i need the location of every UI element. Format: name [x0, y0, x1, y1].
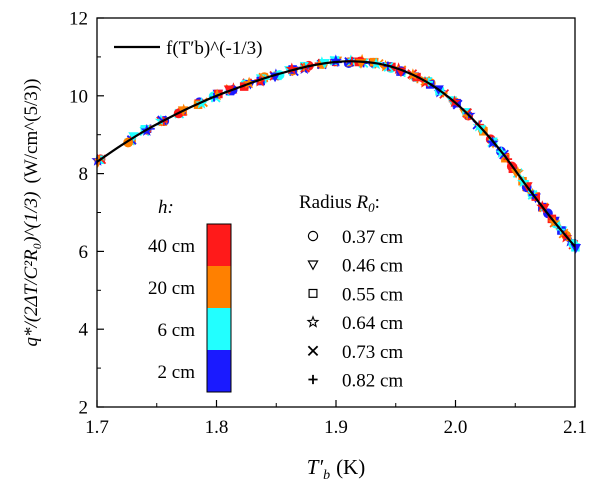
radius-legend-title: Radius R0:: [299, 192, 380, 215]
x-axis-variable: T′: [307, 455, 324, 479]
x-tick-label: 1.7: [85, 417, 109, 438]
x-tick-label: 1.9: [324, 417, 348, 438]
radius-legend-label: 0.73 cm: [342, 342, 403, 363]
fit-legend-label: f(T′b)^(-1/3): [166, 38, 262, 59]
height-legend-label: 20 cm: [148, 278, 195, 299]
height-legend-label: 40 cm: [148, 236, 195, 257]
y-tick-label: 10: [69, 86, 88, 107]
radius-legend-marker: [306, 315, 320, 328]
radius-legend-label: 0.64 cm: [342, 313, 403, 334]
x-tick-label: 2.0: [444, 417, 468, 438]
height-color-legend: h: 40 cm 20 cm 6 cm 2 cm: [148, 197, 232, 393]
height-color-swatch: [207, 350, 231, 392]
x-axis-unit: (K): [336, 455, 365, 479]
radius-legend-marker: [308, 374, 318, 385]
radius-legend-label: 0.82 cm: [342, 371, 403, 392]
height-color-swatch: [207, 224, 231, 266]
y-tick-label: 6: [79, 242, 89, 263]
x-axis-label: T′b (K): [307, 455, 365, 483]
height-colorbar-frame: [206, 223, 232, 393]
fit-curve-line: [96, 60, 576, 248]
y-axis-label: q*/(2ΔT/C²R₀)^(1/3) (W/cm^(5/3)): [21, 79, 42, 347]
radius-legend-label: 0.37 cm: [342, 227, 403, 248]
radius-legend-marker: [307, 345, 319, 357]
x-tick-label: 1.8: [205, 417, 229, 438]
data-points: [91, 53, 582, 254]
height-color-swatch: [207, 266, 231, 308]
height-legend-title: h:: [158, 197, 174, 218]
y-tick-label: 12: [69, 9, 88, 30]
height-legend-label: 6 cm: [158, 320, 196, 341]
radius-legend-marker: [307, 260, 319, 271]
axis-ticks: 1.7 1.8 1.9 2.0 2.1 2 4 6 8 10 12: [69, 9, 587, 439]
height-legend-label: 2 cm: [158, 362, 196, 383]
height-color-swatch: [207, 308, 231, 350]
svg-text:T′b(K): T′b (K): [307, 455, 365, 483]
y-axis-unit: (W/cm^(5/3)): [21, 79, 42, 184]
y-tick-label: 2: [79, 398, 89, 419]
radius-marker-legend: Radius R0: 0.37 cm 0.46 cm 0.55 cm 0.64 cm 0.…: [299, 192, 403, 392]
radius-legend-label: 0.46 cm: [342, 256, 403, 277]
y-tick-label: 8: [79, 164, 89, 185]
radius-legend-marker: [307, 230, 319, 242]
x-tick-label: 2.1: [563, 417, 587, 438]
y-axis-expression: q*/(2ΔT/C²R₀)^(1/3): [21, 191, 42, 346]
svg-text:q*/(2ΔT/C²R₀)^(1/3)(W/cm^(5/3): q*/(2ΔT/C²R₀)^(1/3) (W/cm^(5/3)): [21, 79, 42, 347]
radius-legend-label: 0.55 cm: [342, 284, 403, 305]
fit-legend: f(T′b)^(-1/3): [114, 38, 262, 59]
radius-legend-marker: [308, 288, 318, 298]
y-tick-label: 4: [79, 320, 89, 341]
x-axis-subscript: b: [323, 468, 330, 483]
